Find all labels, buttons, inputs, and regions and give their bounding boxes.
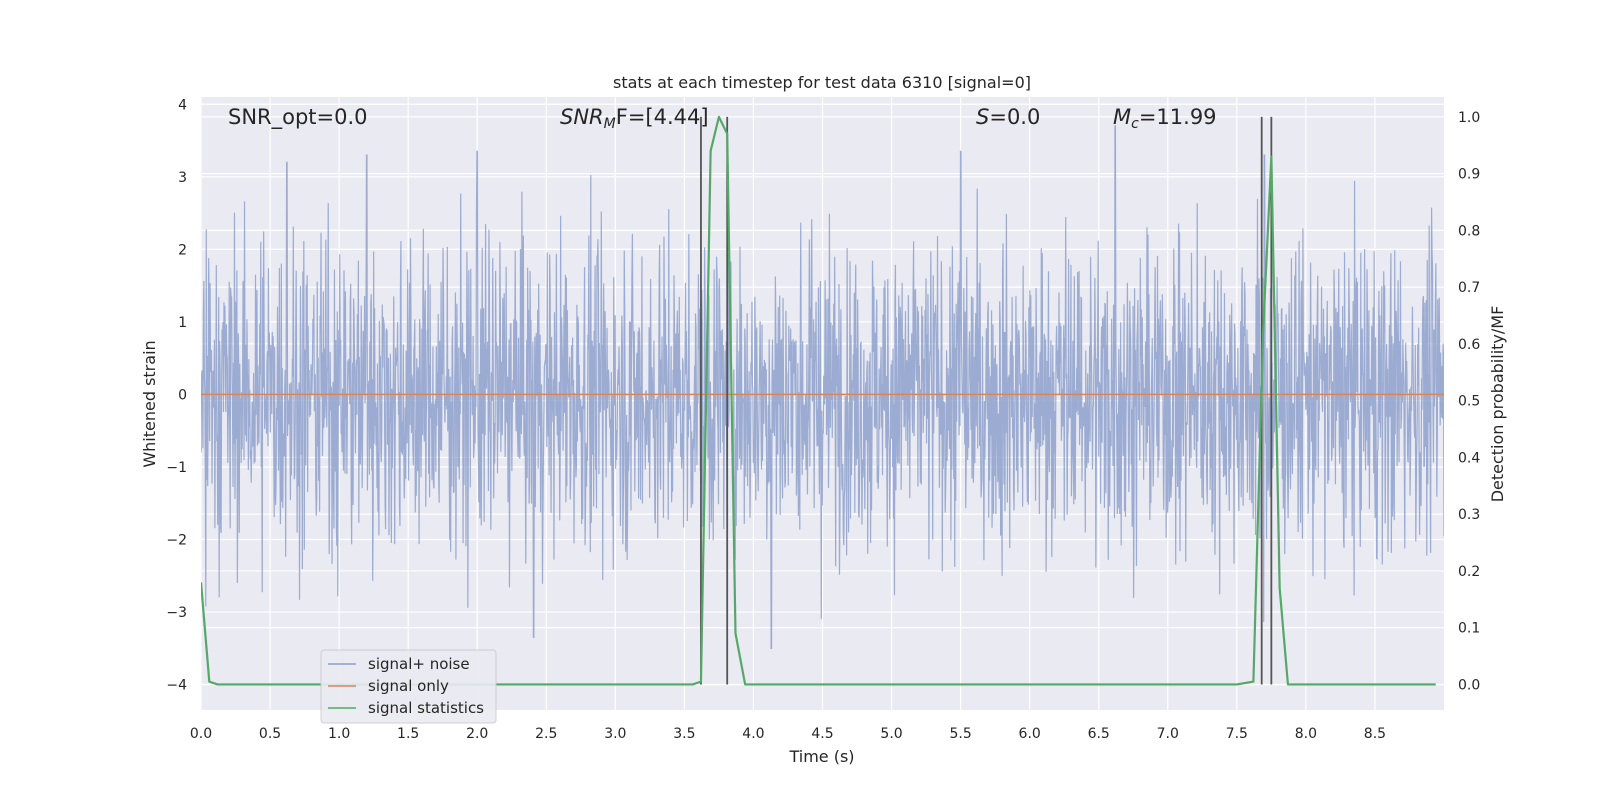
y-right-tick-label: 1.0 [1458,110,1480,126]
y-left-tick-label: −4 [166,678,187,694]
y-left-axis-label: Whitened strain [140,340,159,467]
y-left-tick-label: −3 [166,605,187,621]
x-axis-ticks: 0.0 0.5 1.0 1.5 2.0 2.5 3.0 3.5 4.0 4.5 5.0 5.5 6.0 6… [190,726,1386,742]
y-left-tick-label: −1 [166,460,187,476]
x-tick-label: 7.0 [1157,726,1179,742]
annotation-snr-opt: SNR_opt=0.0 [228,105,368,130]
y-right-axis-label: Detection probability/MF [1488,306,1507,503]
legend-box [320,649,497,724]
x-tick-label: 6.5 [1088,726,1110,742]
y-right-tick-label: 0.7 [1458,280,1480,296]
x-tick-label: 7.5 [1226,726,1248,742]
y-right-tick-label: 0.2 [1458,564,1480,580]
y-left-tick-label: 1 [178,315,187,331]
legend: signal+ noise signal only signal statist… [320,649,497,724]
y-right-tick-label: 0.8 [1458,223,1480,239]
legend-label-signal-plus-noise: signal+ noise [368,655,470,673]
x-tick-label: 5.0 [880,726,902,742]
y-left-tick-label: 2 [178,242,187,258]
y-right-tick-label: 0.5 [1458,394,1480,410]
annotation-mc: Mc=11.99 [1113,105,1217,132]
x-tick-label: 4.0 [742,726,764,742]
x-tick-label: 2.5 [535,726,557,742]
y-right-tick-label: 0.3 [1458,507,1480,523]
y-left-tick-label: 3 [178,170,187,186]
legend-label-signal-only: signal only [368,677,449,695]
y-left-tick-label: 0 [178,387,187,403]
x-tick-label: 6.0 [1019,726,1041,742]
x-tick-label: 4.5 [811,726,833,742]
y-left-axis-ticks: −4 −3 −2 −1 0 1 2 3 4 [166,97,187,693]
x-tick-label: 8.0 [1295,726,1317,742]
y-right-tick-label: 0.0 [1458,677,1480,693]
y-right-tick-label: 0.4 [1458,450,1480,466]
y-left-tick-label: 4 [178,97,187,113]
chart-title: stats at each timestep for test data 631… [613,73,1031,92]
annotation-s: S=0.0 [976,105,1040,129]
x-tick-label: 3.5 [673,726,695,742]
y-right-tick-label: 0.1 [1458,621,1480,637]
x-axis-label: Time (s) [788,747,854,766]
x-tick-label: 3.0 [604,726,626,742]
x-tick-label: 8.5 [1364,726,1386,742]
x-tick-label: 1.0 [328,726,350,742]
y-right-axis-ticks: 0.0 0.1 0.2 0.3 0.4 0.5 0.6 0.7 0.8 0.9 1.0 [1458,110,1480,694]
y-left-tick-label: −2 [166,533,187,549]
legend-label-signal-statistics: signal statistics [368,699,484,717]
x-tick-label: 5.5 [949,726,971,742]
x-tick-label: 0.5 [259,726,281,742]
x-tick-label: 2.0 [466,726,488,742]
y-right-tick-label: 0.9 [1458,167,1480,183]
annotation-snr-mf: SNRMF=[4.44] [560,105,709,132]
y-right-tick-label: 0.6 [1458,337,1480,353]
x-tick-label: 1.5 [397,726,419,742]
x-tick-label: 0.0 [190,726,212,742]
